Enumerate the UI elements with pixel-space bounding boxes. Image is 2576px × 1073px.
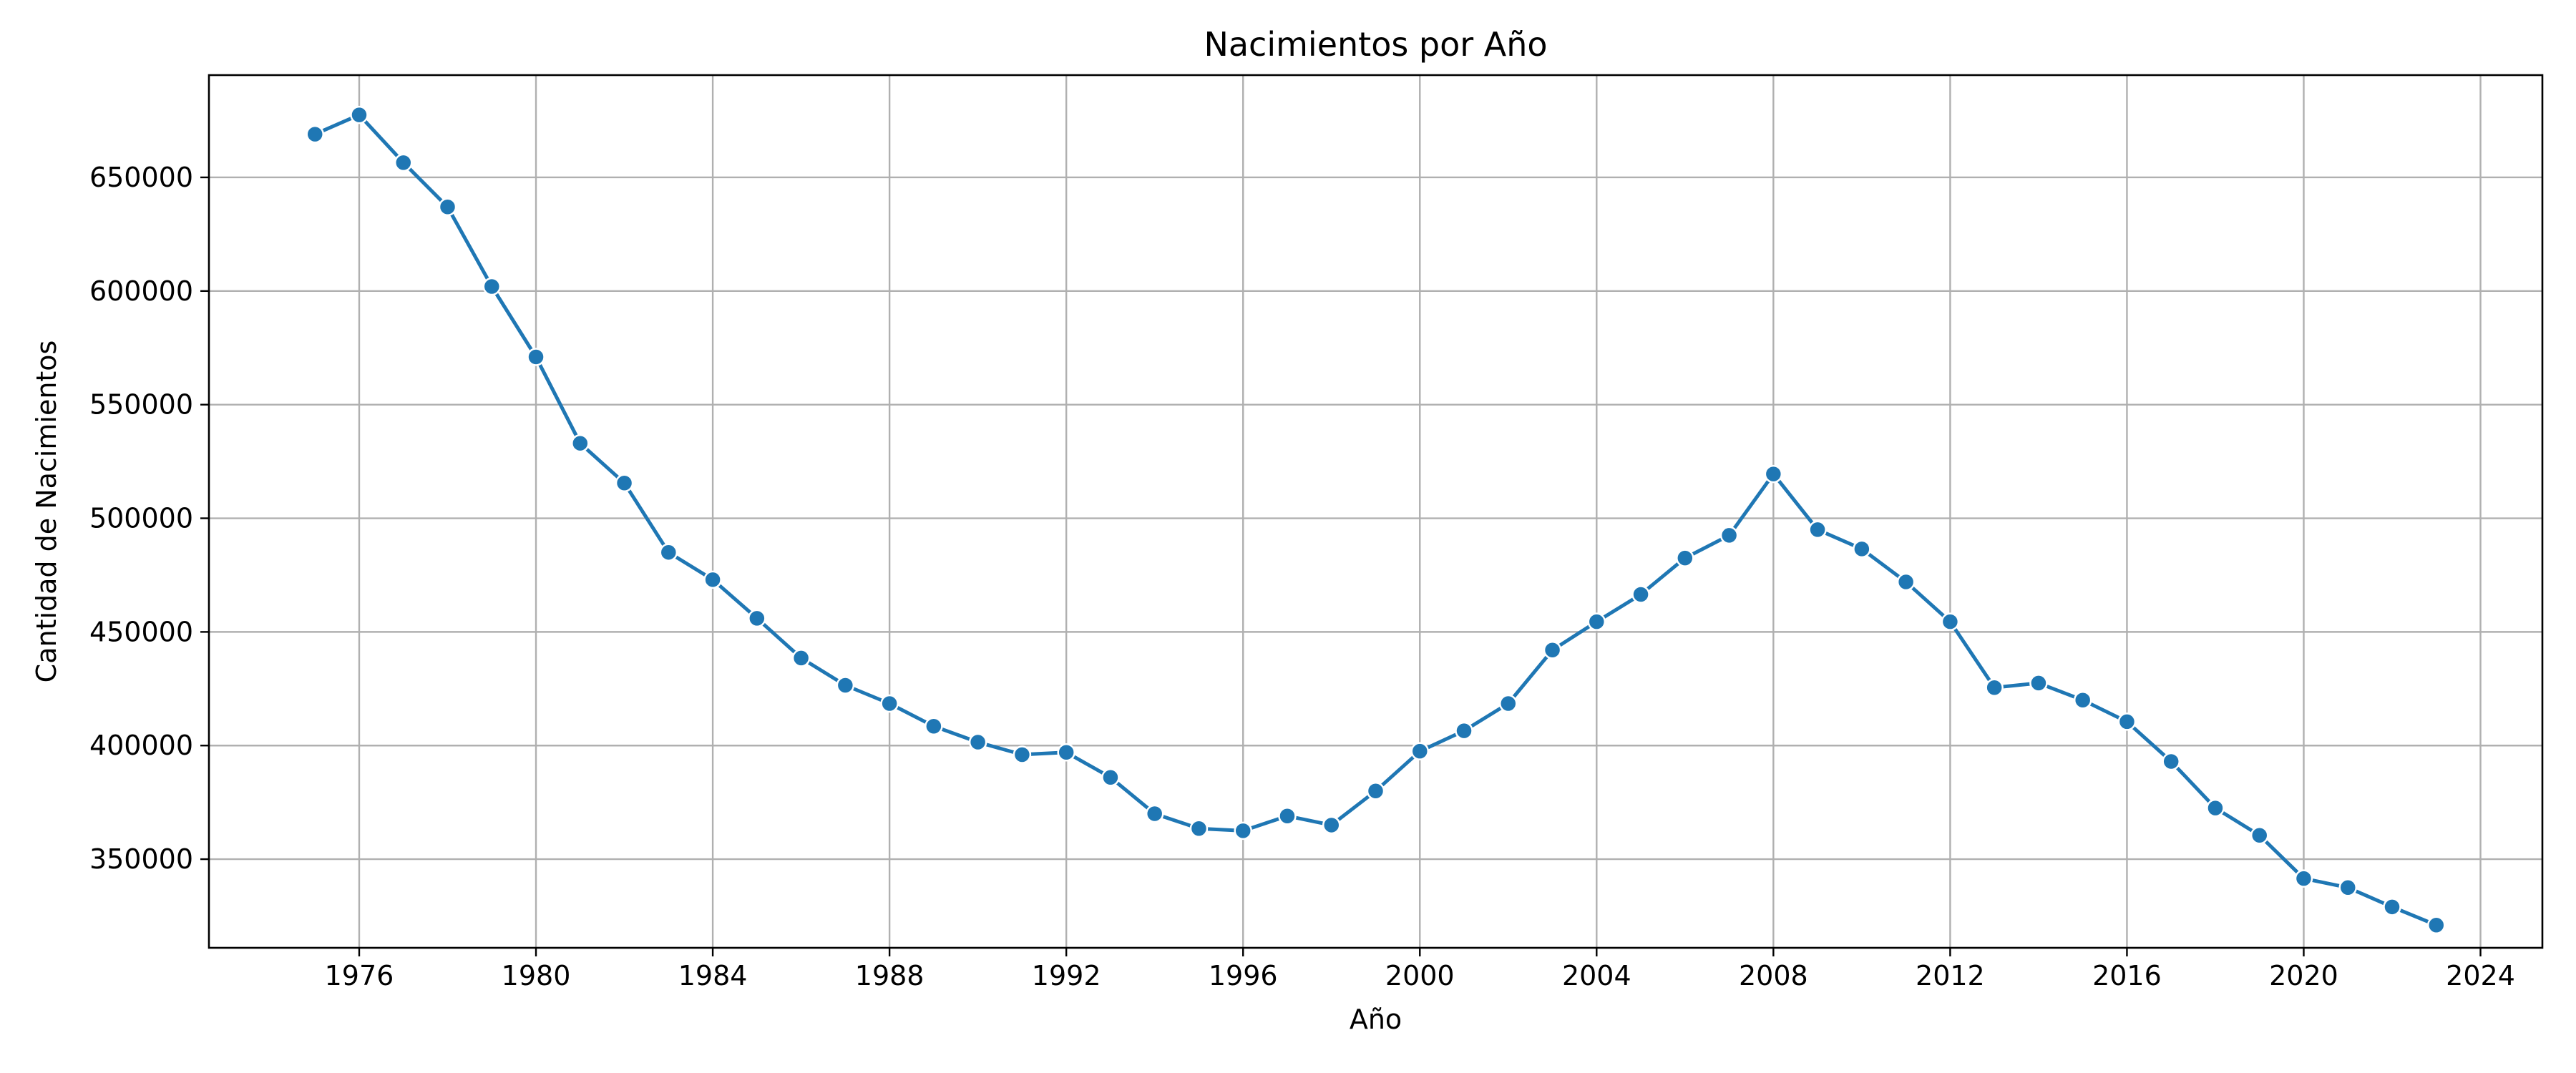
- data-point: [1985, 678, 2004, 697]
- data-point: [2383, 898, 2401, 916]
- data-point: [2029, 674, 2048, 692]
- data-point: [1455, 721, 1473, 740]
- data-point: [1808, 520, 1827, 539]
- data-point: [2162, 752, 2180, 771]
- data-point: [1719, 526, 1739, 545]
- x-tick-label: 2020: [2269, 960, 2338, 991]
- grid-layer: [209, 75, 2542, 948]
- x-tick-label: 1992: [1032, 960, 1101, 991]
- y-tick-label: 600000: [89, 275, 193, 307]
- x-tick-label: 2000: [1385, 960, 1455, 991]
- data-point: [571, 433, 590, 453]
- y-axis-title: Cantidad de Nacimientos: [31, 340, 62, 683]
- x-axis-title: Año: [1350, 1004, 1402, 1035]
- data-point: [1587, 612, 1606, 631]
- ticks-layer: 1976 1980 1984 1988 1992 1996 2000 2004 2008 2012…: [89, 162, 2515, 991]
- data-point: [1322, 815, 1341, 835]
- data-point: [1631, 585, 1650, 604]
- x-tick-label: 1984: [678, 960, 748, 991]
- data-point: [1278, 806, 1297, 825]
- data-point: [1499, 694, 1518, 713]
- data-point: [836, 676, 855, 695]
- data-point: [1543, 641, 1562, 660]
- data-point: [438, 197, 457, 217]
- x-tick-label: 2008: [1739, 960, 1808, 991]
- data-point: [615, 474, 634, 493]
- data-point: [2073, 690, 2092, 710]
- data-point: [1057, 743, 1075, 762]
- data-point: [2117, 712, 2137, 731]
- y-tick-label: 550000: [89, 389, 193, 421]
- data-point: [880, 694, 899, 713]
- data-point: [482, 277, 502, 296]
- data-point: [1764, 464, 1783, 484]
- x-tick-label: 1976: [325, 960, 394, 991]
- x-tick-label: 1980: [502, 960, 571, 991]
- data-point: [2427, 916, 2446, 934]
- data-point: [2250, 825, 2269, 845]
- data-point: [659, 543, 678, 562]
- series-layer: [306, 105, 2446, 934]
- data-point: [1189, 819, 1209, 838]
- data-point: [1853, 539, 1871, 559]
- data-point: [1366, 782, 1385, 800]
- data-point: [791, 649, 811, 667]
- data-point: [1676, 549, 1694, 567]
- data-point: [2338, 878, 2357, 897]
- data-point: [394, 153, 413, 172]
- data-point: [527, 348, 545, 366]
- x-tick-label: 1996: [1209, 960, 1278, 991]
- data-point: [350, 105, 369, 124]
- data-point: [2294, 869, 2313, 888]
- data-point: [924, 717, 943, 735]
- x-tick-label: 2004: [1562, 960, 1631, 991]
- data-point: [2206, 798, 2225, 818]
- chart-title: Nacimientos por Año: [1204, 25, 1547, 64]
- data-point: [703, 570, 722, 589]
- data-point: [1941, 612, 1960, 631]
- plot-frame: [208, 74, 2544, 949]
- y-tick-label: 500000: [89, 503, 193, 534]
- data-point: [1410, 742, 1430, 760]
- data-point: [968, 733, 987, 752]
- x-tick-label: 2024: [2446, 960, 2515, 991]
- data-point: [1013, 745, 1032, 764]
- data-point: [1101, 768, 1120, 787]
- data-point: [306, 124, 324, 144]
- x-tick-label: 1988: [855, 960, 924, 991]
- data-point: [1145, 804, 1164, 823]
- y-tick-label: 450000: [89, 616, 193, 647]
- y-tick-label: 400000: [89, 730, 193, 761]
- data-point: [748, 609, 766, 628]
- data-point: [1234, 821, 1252, 841]
- y-tick-label: 650000: [89, 162, 193, 193]
- x-tick-label: 2016: [2092, 960, 2162, 991]
- x-tick-label: 2012: [1916, 960, 1985, 991]
- y-tick-label: 350000: [89, 843, 193, 875]
- data-point: [1896, 572, 1916, 592]
- series-line: [314, 113, 2437, 927]
